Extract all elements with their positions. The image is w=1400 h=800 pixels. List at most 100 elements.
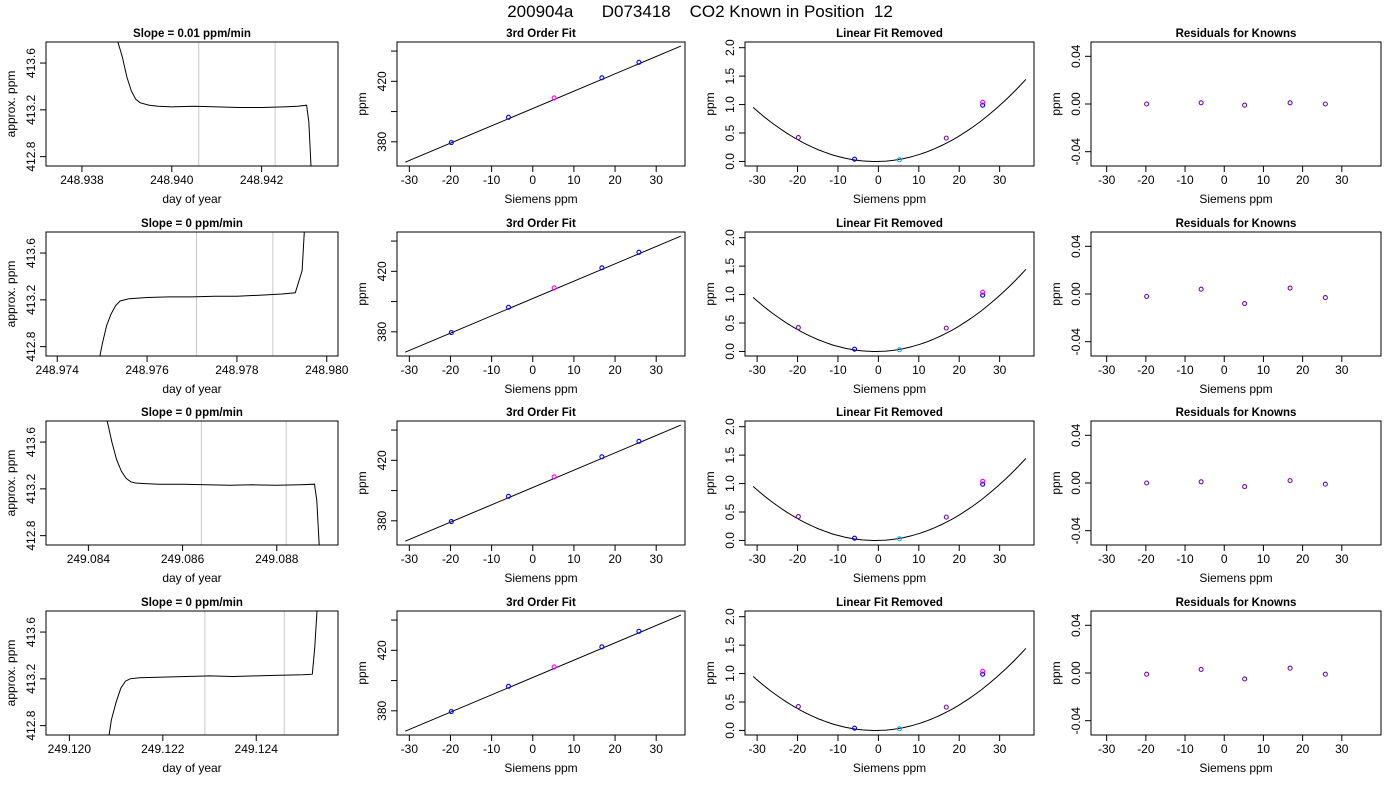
panel-1-4-title: Residuals for Knowns bbox=[1176, 28, 1297, 40]
panel-4-3-data-point bbox=[896, 726, 902, 732]
panel-4-2-xtick-label: -20 bbox=[442, 742, 460, 756]
panel-3-3-xtick-label: 20 bbox=[953, 552, 967, 566]
panel-3-1-ytick-label: 412.8 bbox=[24, 520, 38, 550]
panel-1-3-data-point bbox=[980, 102, 986, 108]
panel-1-1-frame bbox=[45, 41, 339, 167]
panel-3-4-xtick-label: 0 bbox=[1221, 552, 1228, 566]
panel-4-3-data-point bbox=[795, 704, 801, 710]
panel-1-1-ytick-label: 412.8 bbox=[24, 141, 38, 171]
panel-2-4-data-point bbox=[1242, 300, 1248, 307]
panel-4-3-ytick-label: 0.5 bbox=[723, 693, 737, 710]
panel-3-3-data-point bbox=[980, 478, 986, 484]
panel-1-2-data-point bbox=[448, 140, 454, 146]
panel-2-4-ylabel: ppm bbox=[1049, 282, 1063, 305]
panel-2-2-xtick-label: 0 bbox=[529, 363, 536, 377]
panel-2-3-xtick-label: 0 bbox=[875, 363, 882, 377]
panel-1-2-xtick-label: 0 bbox=[529, 173, 536, 187]
panel-1-2-plot-area bbox=[405, 45, 682, 163]
panel-2-2-ytick-label: 420 bbox=[375, 261, 389, 281]
panel-4-2-xtick-label: -30 bbox=[401, 742, 419, 756]
panel-2-2-data-point bbox=[599, 265, 605, 271]
panel-1-3-ytick-label: 1.5 bbox=[723, 67, 737, 84]
panel-2-3-data-point bbox=[943, 325, 949, 331]
panel-1-2-xtick-label: -20 bbox=[442, 173, 460, 187]
panel-1-4-plot-area bbox=[1144, 100, 1328, 108]
panel-1-3-ytick-label: 0.0 bbox=[723, 153, 737, 170]
panel-2-3-fit-curve bbox=[752, 268, 1027, 352]
panel-3-3-plot-area bbox=[752, 457, 1027, 542]
panel-3-4-xtick-label: 10 bbox=[1257, 552, 1271, 566]
panel-1-4-ytick-label: 0.04 bbox=[1069, 44, 1083, 68]
panel-2-1-xtick-label: 248.978 bbox=[215, 363, 259, 377]
panel-3-3-xtick-label: -10 bbox=[829, 552, 847, 566]
panel-2-1-ytick-label: 413.6 bbox=[24, 238, 38, 268]
panel-2-3-xtick-label: -10 bbox=[829, 363, 847, 377]
panel-4-2-plot-area bbox=[405, 614, 682, 732]
panel-3-4-ytick-label: 0.04 bbox=[1069, 423, 1083, 447]
panel-1-3-frame bbox=[744, 41, 1035, 167]
panel-3-4-xtick-label: 30 bbox=[1335, 552, 1349, 566]
panel-1-3-xtick-label: 10 bbox=[912, 173, 926, 187]
panel-2-2-frame bbox=[396, 231, 686, 357]
panel-4-3-data-point bbox=[943, 704, 949, 710]
panel-1-3-xlabel: Siemens ppm bbox=[853, 192, 926, 206]
panel-3-3-data-point bbox=[795, 514, 801, 520]
panel-2-3-ytick-label: 2.0 bbox=[723, 229, 737, 246]
panel-2-3-frame bbox=[744, 231, 1035, 357]
panel-2-2-data-point bbox=[448, 330, 454, 336]
panel-3-1-xtick-label: 249.084 bbox=[67, 552, 111, 566]
panel-1-2-title: 3rd Order Fit bbox=[506, 28, 576, 40]
panel-2-3-xtick-label: 10 bbox=[912, 363, 926, 377]
panel-3-2-xtick-label: 20 bbox=[608, 552, 622, 566]
panel-3-2-xtick-label: 30 bbox=[650, 552, 664, 566]
panel-1-4-data-point bbox=[1287, 100, 1293, 106]
panel-2-1-xtick-label: 248.974 bbox=[36, 363, 80, 377]
panel-3-3-ytick-label: 0.0 bbox=[723, 532, 737, 549]
panel-3-2-ytick-label: 380 bbox=[375, 510, 389, 530]
panel-1-1-ylabel: approx. ppm bbox=[4, 71, 18, 138]
panel-1-1-ytick-label: 413.2 bbox=[24, 95, 38, 125]
panel-1-3-data-point bbox=[980, 99, 986, 105]
panel-4-3-xtick-label: 10 bbox=[912, 742, 926, 756]
panel-4-2-title: 3rd Order Fit bbox=[506, 597, 576, 609]
panel-3-3-ytick-label: 1.5 bbox=[723, 446, 737, 463]
panel-3-4-xtick-label: 20 bbox=[1296, 552, 1310, 566]
panel-4-3-title: Linear Fit Removed bbox=[836, 597, 943, 609]
panel-4-2-xlabel: Siemens ppm bbox=[504, 761, 577, 775]
figure-title: 200904a D073418 CO2 Known in Position 12 bbox=[507, 2, 893, 21]
panel-2-4-ytick-label: 0.00 bbox=[1069, 282, 1083, 306]
panel-3-3-data-point bbox=[896, 536, 902, 542]
panel-4-4-frame bbox=[1090, 610, 1382, 736]
panel-1-4-data-point bbox=[1242, 102, 1248, 108]
panel-2-2-xtick-label: 10 bbox=[567, 363, 581, 377]
panel-3-1-ytick-label: 413.6 bbox=[24, 427, 38, 457]
panel-3-2-xtick-label: -30 bbox=[401, 552, 419, 566]
panel-1-3-ytick-label: 0.5 bbox=[723, 124, 737, 141]
panel-4-3-fit-curve bbox=[752, 647, 1027, 731]
panel-2-3-xlabel: Siemens ppm bbox=[853, 382, 926, 396]
panel-4-4-xtick-label: 10 bbox=[1257, 742, 1271, 756]
panel-2-3-ytick-label: 1.5 bbox=[723, 257, 737, 274]
panel-2-4-xtick-label: 20 bbox=[1296, 363, 1310, 377]
panel-4-2-data-point bbox=[599, 644, 605, 650]
panel-2-2-fit-line bbox=[405, 235, 682, 353]
panel-3-3-fit-curve bbox=[752, 457, 1027, 541]
panel-3-2-data-point bbox=[448, 519, 454, 525]
panel-3-4-xtick-label: -20 bbox=[1137, 552, 1155, 566]
panel-2-4-plot-area bbox=[1144, 285, 1328, 307]
panel-1-3-data-point bbox=[896, 157, 902, 163]
panel-2-3-xtick-label: 30 bbox=[993, 363, 1007, 377]
panel-1-4-ylabel: ppm bbox=[1049, 92, 1063, 115]
panel-4-2-xtick-label: 10 bbox=[567, 742, 581, 756]
panel-4-4-xtick-label: 30 bbox=[1335, 742, 1349, 756]
panel-4-3-data-point bbox=[980, 671, 986, 677]
panel-4-1-trace bbox=[108, 611, 318, 735]
panel-2-3-plot-area bbox=[752, 268, 1027, 353]
panel-4-1-xtick-label: 249.122 bbox=[141, 742, 185, 756]
panel-3-2-data-point bbox=[551, 474, 557, 480]
panel-3-4-ytick-label: 0.00 bbox=[1069, 471, 1083, 495]
panel-2-4-xtick-label: 0 bbox=[1221, 363, 1228, 377]
panel-2-4-xtick-label: 30 bbox=[1335, 363, 1349, 377]
panel-4-4-xlabel: Siemens ppm bbox=[1199, 761, 1272, 775]
